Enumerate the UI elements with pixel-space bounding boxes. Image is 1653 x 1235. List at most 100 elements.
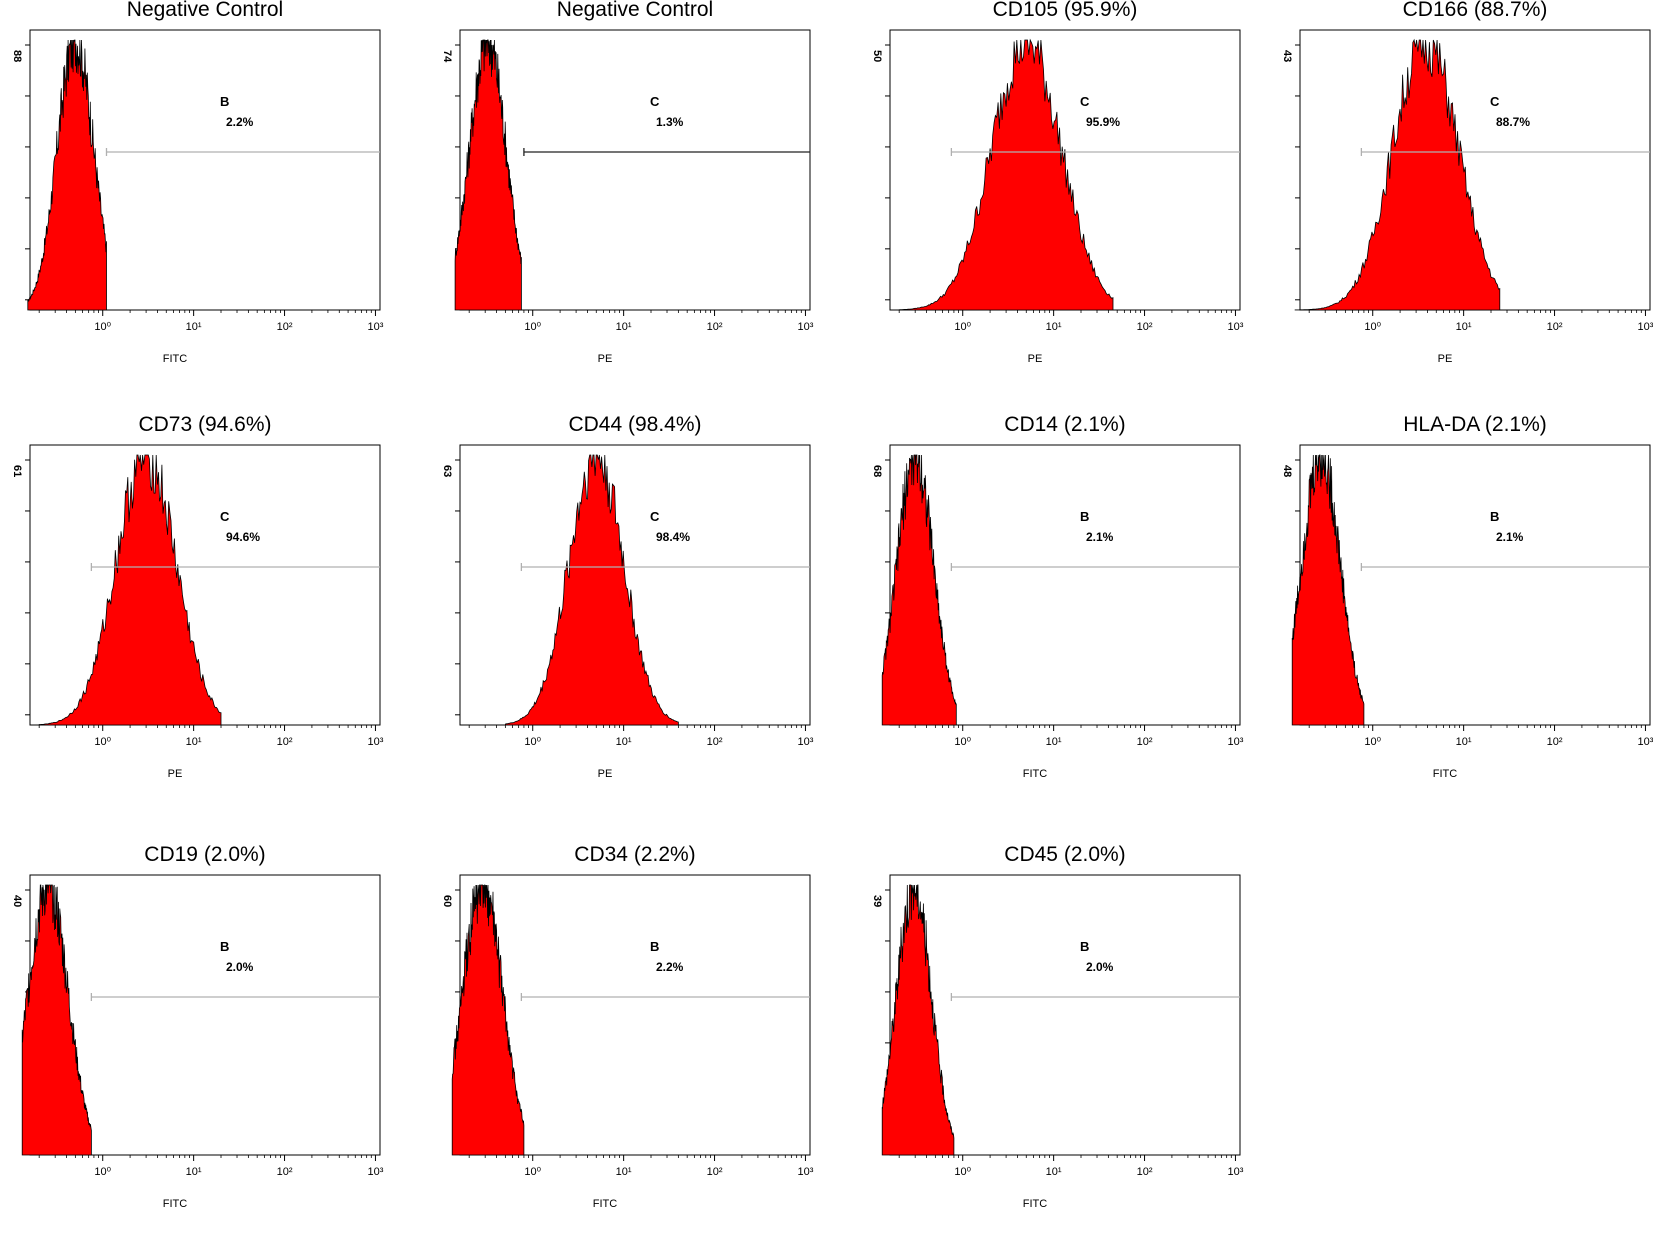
plot-frame (889, 874, 1241, 1156)
histogram-svg: 63 10⁰ 10¹ 10² 10³ PE C 98.4% (441, 444, 814, 780)
x-tick-label: 10¹ (1046, 1166, 1062, 1178)
x-tick-label: 10³ (1228, 736, 1244, 748)
histogram-area (21, 884, 92, 1156)
x-axis-label: PE (1438, 353, 1453, 365)
gate-percent: 95.9% (1086, 115, 1120, 129)
x-tick-label: 10⁰ (954, 1166, 971, 1178)
histogram-svg: 74 10⁰ 10¹ 10² 10³ PE C 1.3% (441, 29, 814, 365)
histogram-panel: HLA-DA (2.1%) 48 10⁰ 10¹ 10² 10³ FITC B 2.1% (1270, 413, 1653, 805)
histogram-area (505, 454, 679, 726)
gate-name: C (220, 509, 230, 524)
x-tick-label: 10² (1137, 736, 1153, 748)
x-tick-label: 10¹ (616, 1166, 632, 1178)
histogram-svg: 39 10⁰ 10¹ 10² 10³ FITC B 2.0% (871, 874, 1244, 1210)
x-tick-label: 10³ (1228, 1166, 1244, 1178)
gate-percent: 2.2% (656, 960, 684, 974)
x-tick-label: 10³ (1638, 321, 1653, 333)
x-tick-label: 10⁰ (524, 736, 541, 748)
panel-title: CD14 (2.1%) (1004, 413, 1126, 436)
x-tick-label: 10³ (1638, 736, 1653, 748)
x-tick-label: 10⁰ (1364, 736, 1381, 748)
y-max-label: 43 (1281, 50, 1293, 62)
x-tick-label: 10⁰ (524, 321, 541, 333)
gate-name: B (220, 94, 229, 109)
histogram-svg: 88 10⁰ 10¹ 10² 10³ FITC B 2.2% (11, 29, 384, 365)
histogram-panel: CD166 (88.7%) 43 10⁰ 10¹ 10² 10³ PE C 88.7% (1270, 0, 1653, 390)
gate-name: C (650, 94, 660, 109)
x-tick-label: 10³ (798, 1166, 814, 1178)
x-tick-label: 10⁰ (94, 1166, 111, 1178)
x-tick-label: 10¹ (616, 736, 632, 748)
histogram-svg: 43 10⁰ 10¹ 10² 10³ PE C 88.7% (1281, 29, 1653, 365)
gate-percent: 94.6% (226, 530, 260, 544)
histogram-panel: CD34 (2.2%) 60 10⁰ 10¹ 10² 10³ FITC B 2.2% (430, 843, 814, 1235)
x-tick-label: 10³ (368, 736, 384, 748)
gate-percent: 2.1% (1086, 530, 1114, 544)
panel-title: HLA-DA (2.1%) (1403, 413, 1547, 436)
histogram-area (27, 39, 107, 311)
x-tick-label: 10² (1137, 1166, 1153, 1178)
gate-percent: 1.3% (656, 115, 684, 129)
x-tick-label: 10⁰ (524, 1166, 541, 1178)
histogram-area (881, 884, 955, 1156)
x-axis-label: PE (168, 768, 183, 780)
panel-title: Negative Control (126, 0, 284, 21)
x-tick-label: 10⁰ (94, 321, 111, 333)
histogram-panel: CD14 (2.1%) 68 10⁰ 10¹ 10² 10³ FITC B 2.1% (860, 413, 1244, 805)
x-tick-label: 10³ (798, 736, 814, 748)
x-tick-label: 10¹ (1046, 736, 1062, 748)
panel-title: CD105 (95.9%) (992, 0, 1138, 21)
gate-name: B (220, 939, 229, 954)
x-tick-label: 10² (1547, 736, 1563, 748)
histogram-panel: CD45 (2.0%) 39 10⁰ 10¹ 10² 10³ FITC B 2.0% (860, 843, 1244, 1235)
x-tick-label: 10² (277, 736, 293, 748)
panel-title: Negative Control (556, 0, 714, 21)
x-tick-label: 10³ (368, 321, 384, 333)
x-axis-label: PE (598, 353, 613, 365)
plot-frame (29, 444, 381, 726)
x-tick-label: 10¹ (186, 1166, 202, 1178)
x-tick-label: 10³ (1228, 321, 1244, 333)
y-max-label: 68 (871, 465, 883, 477)
histogram-panel: CD19 (2.0%) 40 10⁰ 10¹ 10² 10³ FITC B 2.0% (0, 843, 384, 1235)
histogram-svg: 48 10⁰ 10¹ 10² 10³ FITC B 2.1% (1281, 444, 1653, 780)
gate-percent: 88.7% (1496, 115, 1530, 129)
x-axis-label: PE (1028, 353, 1043, 365)
gate-percent: 2.1% (1496, 530, 1524, 544)
histogram-svg: 50 10⁰ 10¹ 10² 10³ PE C 95.9% (871, 29, 1244, 365)
y-max-label: 61 (11, 465, 23, 477)
y-max-label: 60 (441, 895, 453, 907)
panel-title: CD19 (2.0%) (144, 843, 266, 866)
histogram-svg: 40 10⁰ 10¹ 10² 10³ FITC B 2.0% (11, 874, 384, 1210)
x-axis-label: FITC (163, 1198, 187, 1210)
histogram-area (1291, 454, 1365, 726)
histogram-area (454, 39, 522, 311)
x-tick-label: 10⁰ (954, 736, 971, 748)
gate-name: B (650, 939, 659, 954)
histogram-area (38, 454, 222, 726)
x-axis-label: FITC (1023, 768, 1047, 780)
x-tick-label: 10² (707, 321, 723, 333)
histogram-area (1294, 38, 1501, 311)
x-tick-label: 10² (1137, 321, 1153, 333)
x-tick-label: 10¹ (186, 321, 202, 333)
x-tick-label: 10¹ (186, 736, 202, 748)
plot-frame (459, 29, 811, 311)
histogram-panel: Negative Control 74 10⁰ 10¹ 10² 10³ PE C 1.3% (430, 0, 814, 390)
x-tick-label: 10³ (368, 1166, 384, 1178)
x-tick-label: 10² (1547, 321, 1563, 333)
plot-frame (889, 444, 1241, 726)
y-max-label: 40 (11, 895, 23, 907)
gate-percent: 2.0% (226, 960, 254, 974)
panel-title: CD45 (2.0%) (1004, 843, 1126, 866)
histogram-panel: CD105 (95.9%) 50 10⁰ 10¹ 10² 10³ PE C 95.9% (860, 0, 1244, 390)
histogram-panel: CD73 (94.6%) 61 10⁰ 10¹ 10² 10³ PE C 94.6% (0, 413, 384, 805)
gate-name: C (1080, 94, 1090, 109)
x-tick-label: 10¹ (616, 321, 632, 333)
x-tick-label: 10² (707, 1166, 723, 1178)
histogram-area (881, 454, 957, 726)
histogram-svg: 60 10⁰ 10¹ 10² 10³ FITC B 2.2% (441, 874, 814, 1210)
histogram-area (898, 38, 1114, 311)
x-axis-label: FITC (163, 353, 187, 365)
